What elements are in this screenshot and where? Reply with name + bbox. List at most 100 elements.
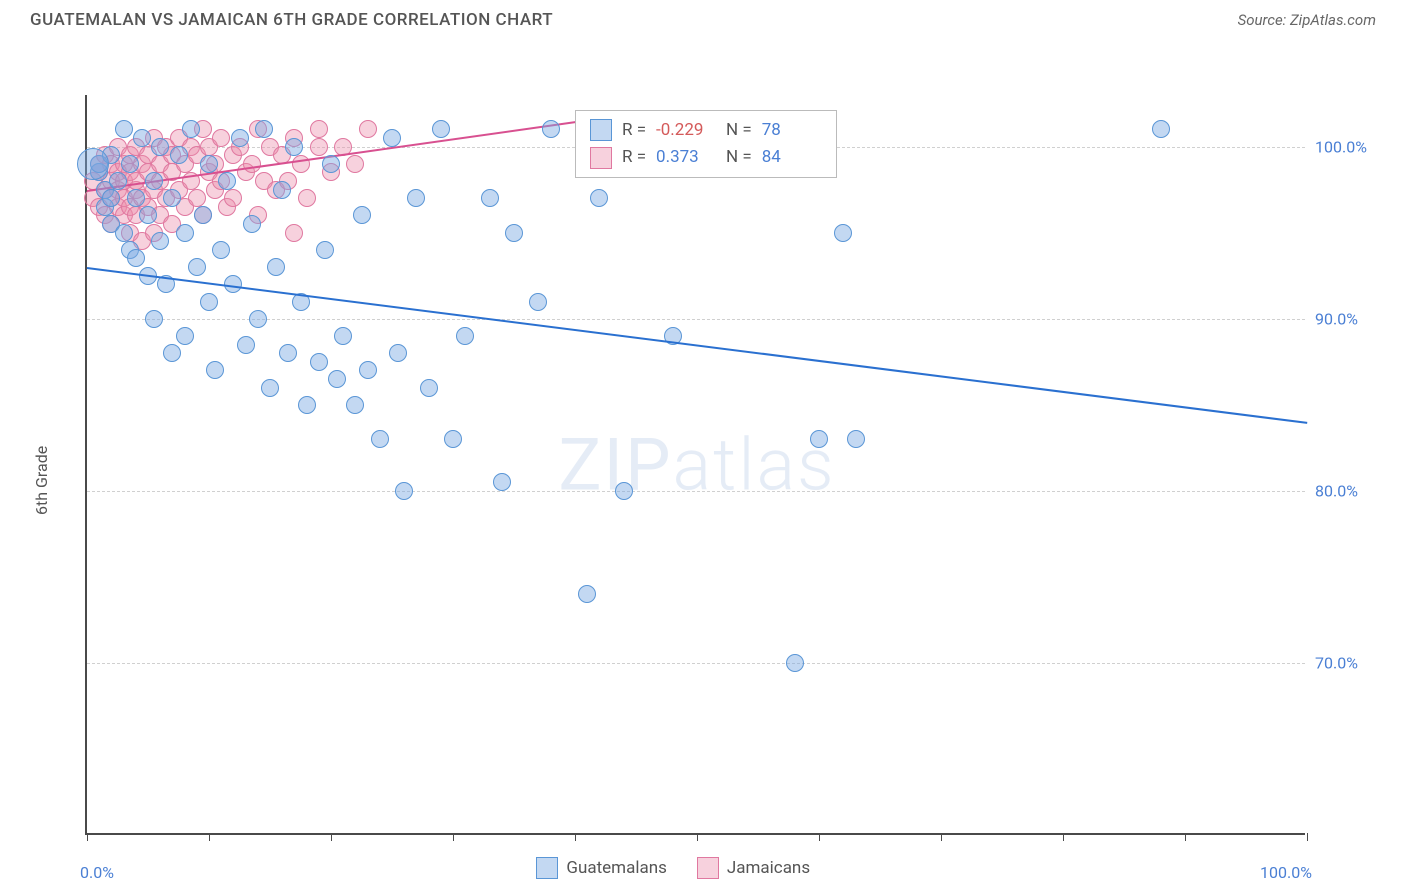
stats-legend-row: R = 0.373N =84 xyxy=(590,144,822,171)
data-point-guatemalans xyxy=(261,379,279,397)
data-point-guatemalans xyxy=(163,189,181,207)
data-point-guatemalans xyxy=(115,224,133,242)
data-point-guatemalans xyxy=(432,120,450,138)
data-point-guatemalans xyxy=(127,189,145,207)
data-point-guatemalans xyxy=(139,206,157,224)
legend-swatch xyxy=(536,857,558,879)
legend-R-value: 0.373 xyxy=(656,144,716,171)
y-tick-label: 100.0% xyxy=(1315,137,1367,156)
data-point-jamaicans xyxy=(310,120,328,138)
watermark: ZIPatlas xyxy=(558,423,835,508)
data-point-jamaicans xyxy=(212,129,230,147)
data-point-guatemalans xyxy=(151,232,169,250)
legend-swatch xyxy=(697,857,719,879)
stats-legend: R =-0.229N =78R = 0.373N =84 xyxy=(575,110,837,178)
data-point-guatemalans xyxy=(420,379,438,397)
data-point-guatemalans xyxy=(237,336,255,354)
data-point-guatemalans xyxy=(810,430,828,448)
data-point-guatemalans xyxy=(200,155,218,173)
x-tick xyxy=(453,833,454,841)
data-point-guatemalans xyxy=(151,138,169,156)
x-tick xyxy=(697,833,698,841)
data-point-guatemalans xyxy=(243,215,261,233)
data-point-guatemalans xyxy=(212,241,230,259)
data-point-guatemalans xyxy=(353,206,371,224)
legend-N-value: 78 xyxy=(762,117,822,144)
data-point-jamaicans xyxy=(224,189,242,207)
legend-N-value: 84 xyxy=(762,144,822,171)
plot-area: ZIPatlas R =-0.229N =78R = 0.373N =84 xyxy=(85,95,1305,835)
data-point-guatemalans xyxy=(310,353,328,371)
legend-swatch xyxy=(590,119,612,141)
data-point-guatemalans xyxy=(182,120,200,138)
data-point-guatemalans xyxy=(121,155,139,173)
data-point-guatemalans xyxy=(145,172,163,190)
series-legend-label: Jamaicans xyxy=(727,858,810,878)
legend-R-label: R = xyxy=(622,144,646,171)
data-point-guatemalans xyxy=(1152,120,1170,138)
data-point-jamaicans xyxy=(292,155,310,173)
data-point-guatemalans xyxy=(542,120,560,138)
data-point-guatemalans xyxy=(249,310,267,328)
data-point-guatemalans xyxy=(218,172,236,190)
series-legend-item: Jamaicans xyxy=(697,857,810,879)
data-point-jamaicans xyxy=(243,155,261,173)
data-point-guatemalans xyxy=(615,482,633,500)
data-point-guatemalans xyxy=(176,224,194,242)
x-axis-max-label: 100.0% xyxy=(1260,863,1312,882)
data-point-jamaicans xyxy=(310,138,328,156)
data-point-guatemalans xyxy=(273,181,291,199)
data-point-guatemalans xyxy=(395,482,413,500)
x-tick xyxy=(575,833,576,841)
data-point-guatemalans xyxy=(127,249,145,267)
data-point-jamaicans xyxy=(346,155,364,173)
data-point-guatemalans xyxy=(145,310,163,328)
data-point-guatemalans xyxy=(786,654,804,672)
gridline-h xyxy=(87,491,1305,492)
x-tick xyxy=(1063,833,1064,841)
data-point-guatemalans xyxy=(383,129,401,147)
data-point-guatemalans xyxy=(170,146,188,164)
data-point-guatemalans xyxy=(346,396,364,414)
data-point-guatemalans xyxy=(102,189,120,207)
data-point-guatemalans xyxy=(206,361,224,379)
data-point-guatemalans xyxy=(590,189,608,207)
data-point-guatemalans xyxy=(115,120,133,138)
data-point-guatemalans xyxy=(359,361,377,379)
chart-container: ZIPatlas R =-0.229N =78R = 0.373N =84 6t… xyxy=(30,45,1376,895)
x-axis-min-label: 0.0% xyxy=(80,863,114,882)
y-tick-label: 90.0% xyxy=(1315,309,1358,328)
data-point-guatemalans xyxy=(200,293,218,311)
source-label: Source: ZipAtlas.com xyxy=(1238,11,1376,29)
gridline-h xyxy=(87,319,1305,320)
data-point-guatemalans xyxy=(371,430,389,448)
data-point-guatemalans xyxy=(847,430,865,448)
x-tick xyxy=(1185,833,1186,841)
title-bar: GUATEMALAN VS JAMAICAN 6TH GRADE CORRELA… xyxy=(0,0,1406,35)
data-point-guatemalans xyxy=(334,327,352,345)
data-point-guatemalans xyxy=(529,293,547,311)
data-point-guatemalans xyxy=(163,344,181,362)
data-point-guatemalans xyxy=(322,155,340,173)
gridline-h xyxy=(87,663,1305,664)
y-axis-label: 6th Grade xyxy=(32,446,51,515)
legend-R-label: R = xyxy=(622,117,646,144)
data-point-guatemalans xyxy=(444,430,462,448)
data-point-guatemalans xyxy=(285,138,303,156)
series-legend-item: Guatemalans xyxy=(536,857,666,879)
y-tick-label: 70.0% xyxy=(1315,653,1358,672)
data-point-guatemalans xyxy=(194,206,212,224)
data-point-guatemalans xyxy=(316,241,334,259)
trend-line-guatemalans xyxy=(87,267,1307,424)
data-point-guatemalans xyxy=(188,258,206,276)
data-point-guatemalans xyxy=(407,189,425,207)
x-tick xyxy=(819,833,820,841)
data-point-guatemalans xyxy=(481,189,499,207)
data-point-guatemalans xyxy=(456,327,474,345)
x-tick xyxy=(209,833,210,841)
data-point-guatemalans xyxy=(493,473,511,491)
data-point-guatemalans xyxy=(834,224,852,242)
x-tick xyxy=(87,833,88,841)
y-tick-label: 80.0% xyxy=(1315,481,1358,500)
data-point-guatemalans xyxy=(279,344,297,362)
